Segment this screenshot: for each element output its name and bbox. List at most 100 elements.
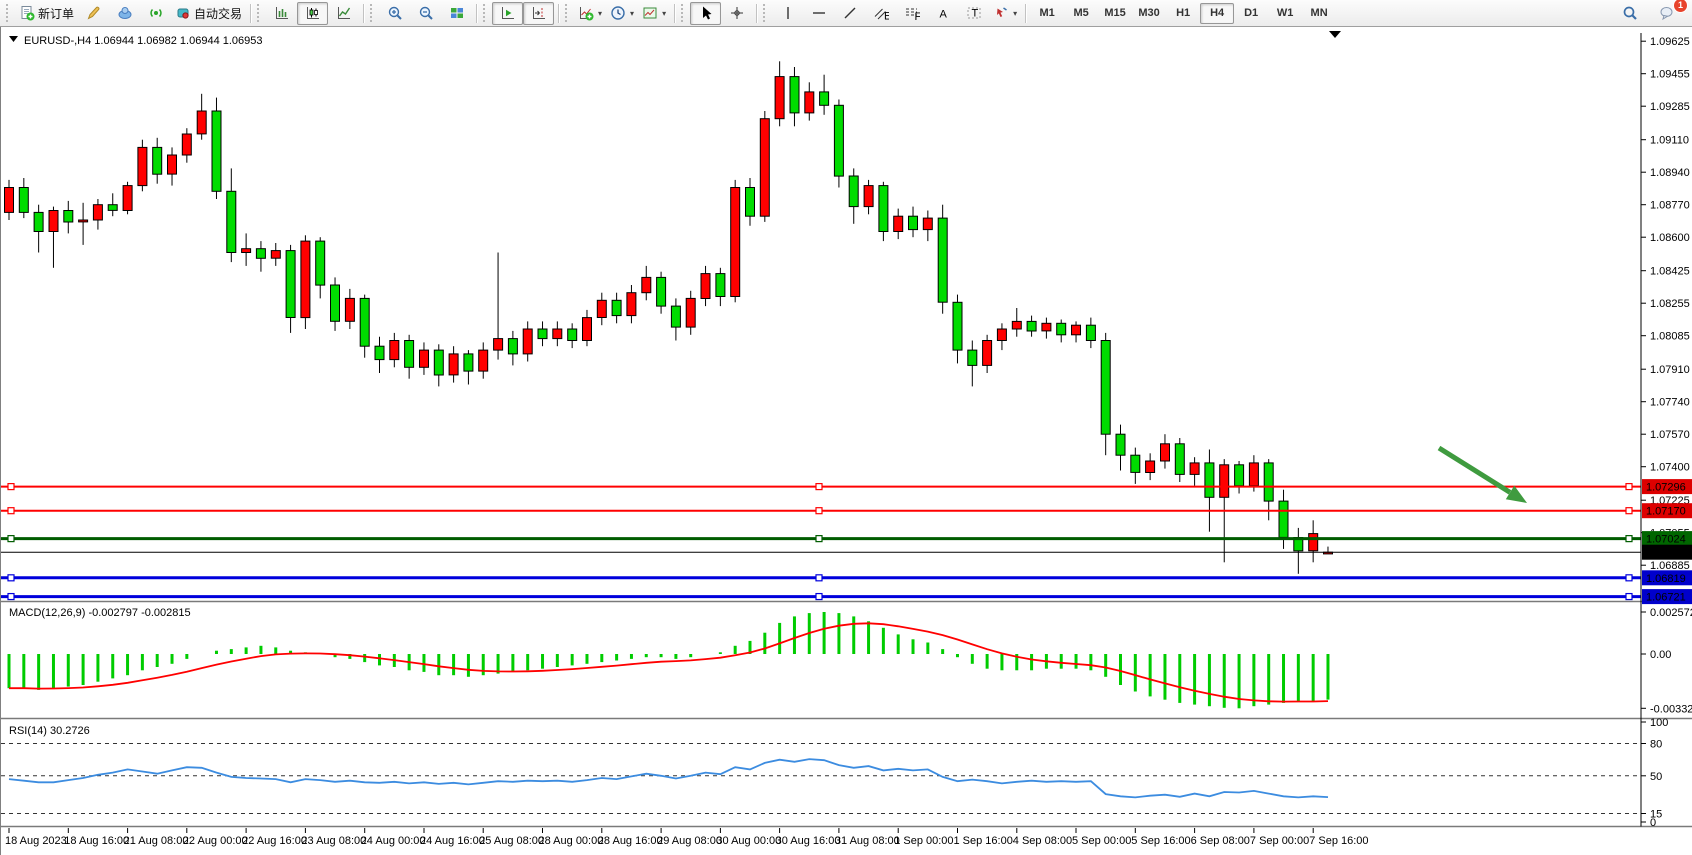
line-handle[interactable] <box>7 483 15 491</box>
crosshair-button[interactable] <box>721 2 752 25</box>
candle-body <box>78 219 89 223</box>
line-handle[interactable] <box>7 535 15 543</box>
candle-body <box>330 284 340 322</box>
templates-button[interactable]: ▾ <box>638 2 670 25</box>
candle-body <box>315 240 326 286</box>
toolbar-grip[interactable] <box>681 4 686 22</box>
timeframe-h1-button[interactable]: H1 <box>1176 7 1191 19</box>
toolbar-grip[interactable] <box>565 4 570 22</box>
time-tick-label: 21 Aug 08:00 <box>124 835 189 847</box>
cursor-button[interactable] <box>690 1 722 25</box>
line-handle[interactable] <box>815 574 823 582</box>
candles-layer <box>4 61 1333 574</box>
timeframe-m5-button[interactable]: M5 <box>1073 7 1089 19</box>
rsi-axis-label: 0 <box>1650 817 1656 829</box>
equidistant-channel-button[interactable]: E <box>865 2 896 25</box>
chat-icon <box>1659 5 1675 21</box>
line-handle[interactable] <box>815 592 823 601</box>
mql5-community-button[interactable] <box>109 2 140 25</box>
timeframe-d1-button[interactable]: D1 <box>1244 7 1259 19</box>
toolbar-separator <box>1025 3 1027 23</box>
periods-button[interactable]: ▾ <box>606 2 638 25</box>
zoom-in-button[interactable] <box>379 2 410 25</box>
notifications-button[interactable]: 1 <box>1651 0 1688 25</box>
line-handle[interactable] <box>1625 507 1633 515</box>
price-tag <box>1642 531 1692 547</box>
candlestick-chart-button[interactable] <box>297 1 329 25</box>
toolbar-grip[interactable] <box>6 4 11 22</box>
level-lines-layer <box>1 483 1641 601</box>
line-handle[interactable] <box>1625 483 1633 491</box>
autotrading-button[interactable]: 自动交易 <box>171 2 246 25</box>
candle-body <box>1145 460 1156 473</box>
doc-plus-icon <box>19 5 35 21</box>
line-handle[interactable] <box>1625 535 1633 543</box>
line-handle[interactable] <box>815 483 823 491</box>
line-handle[interactable] <box>7 507 15 515</box>
macd-axis-label: 0.002572 <box>1650 607 1692 619</box>
line-handle[interactable] <box>815 507 823 515</box>
text-label-button[interactable]: T <box>958 2 989 25</box>
candle-body <box>833 104 844 177</box>
candle-body <box>63 210 74 223</box>
time-tick-label: 30 Aug 00:00 <box>716 835 781 847</box>
candle-body <box>1130 454 1141 473</box>
toolbar-grip[interactable] <box>370 4 375 22</box>
chart-shift-button[interactable] <box>523 1 555 25</box>
metaeditor-button[interactable] <box>78 2 109 25</box>
timeframe-m1-button[interactable]: M1 <box>1039 7 1055 19</box>
horizontal-line-button[interactable] <box>803 2 834 25</box>
line-handle[interactable] <box>1625 574 1633 582</box>
candle-body <box>92 204 103 221</box>
text-button[interactable]: A <box>927 2 958 25</box>
vline-icon <box>780 5 796 21</box>
candle-body <box>937 217 948 303</box>
price-tick-label: 1.09285 <box>1650 101 1690 113</box>
vertical-line-button[interactable] <box>772 2 803 25</box>
zoom-out-button[interactable] <box>410 2 441 25</box>
timeframe-h4-button[interactable]: H4 <box>1200 2 1235 24</box>
signals-button[interactable] <box>140 2 171 25</box>
time-tick-label: 5 Sep 16:00 <box>1131 835 1190 847</box>
fibonacci-button[interactable]: F <box>896 2 927 25</box>
autotrading-label: 自动交易 <box>194 6 243 21</box>
timeframe-mn-button[interactable]: MN <box>1310 7 1328 19</box>
price-axis[interactable]: 1.09625 1.09455 1.09285 1.09110 1.08940 1.087… <box>1640 33 1692 829</box>
timeframe-w1-button[interactable]: W1 <box>1276 7 1294 19</box>
auto-scroll-button[interactable] <box>492 1 524 25</box>
search-button[interactable] <box>1614 2 1645 25</box>
down-arrow-annotation[interactable] <box>1437 445 1527 503</box>
price-chart[interactable]: EURUSD-,H4 1.06944 1.06982 1.06944 1.069… <box>1 27 1692 855</box>
price-tick-label: 1.09625 <box>1650 36 1690 48</box>
line-handle[interactable] <box>7 592 15 601</box>
rsi-axis-label: 15 <box>1650 809 1662 821</box>
arrowsmenu-icon <box>993 5 1009 21</box>
macd-signal-line <box>9 622 1329 703</box>
chevron-down-icon: ▾ <box>630 8 635 18</box>
bar-chart-button[interactable] <box>266 2 297 25</box>
svg-text:F: F <box>914 11 920 21</box>
time-tick-label: 18 Aug 16:00 <box>64 835 129 847</box>
time-tick-label: 28 Aug 16:00 <box>598 835 663 847</box>
candle-body <box>1174 443 1185 475</box>
toolbar-grip[interactable] <box>763 4 768 22</box>
line-handle[interactable] <box>1625 592 1633 601</box>
symbol-dropdown-icon[interactable] <box>9 36 18 42</box>
indicators-button[interactable]: ▾ <box>574 2 606 25</box>
tile-windows-button[interactable] <box>441 2 472 25</box>
toolbar-grip[interactable] <box>257 4 262 22</box>
line-chart-button[interactable] <box>328 2 359 25</box>
candle-body <box>685 297 696 328</box>
arrows-button[interactable]: ▾ <box>989 2 1021 25</box>
new-order-button[interactable]: 新订单 <box>15 2 78 25</box>
search-icon <box>1622 5 1638 21</box>
pencil-icon <box>86 5 102 21</box>
toolbar-grip[interactable] <box>483 4 488 22</box>
timeframe-m15-button[interactable]: M15 <box>1104 7 1126 19</box>
line-handle[interactable] <box>815 535 823 543</box>
line-handle[interactable] <box>7 574 15 582</box>
timeframe-m30-button[interactable]: M30 <box>1138 7 1160 19</box>
candle-body <box>967 349 978 366</box>
trendline-button[interactable] <box>834 2 865 25</box>
